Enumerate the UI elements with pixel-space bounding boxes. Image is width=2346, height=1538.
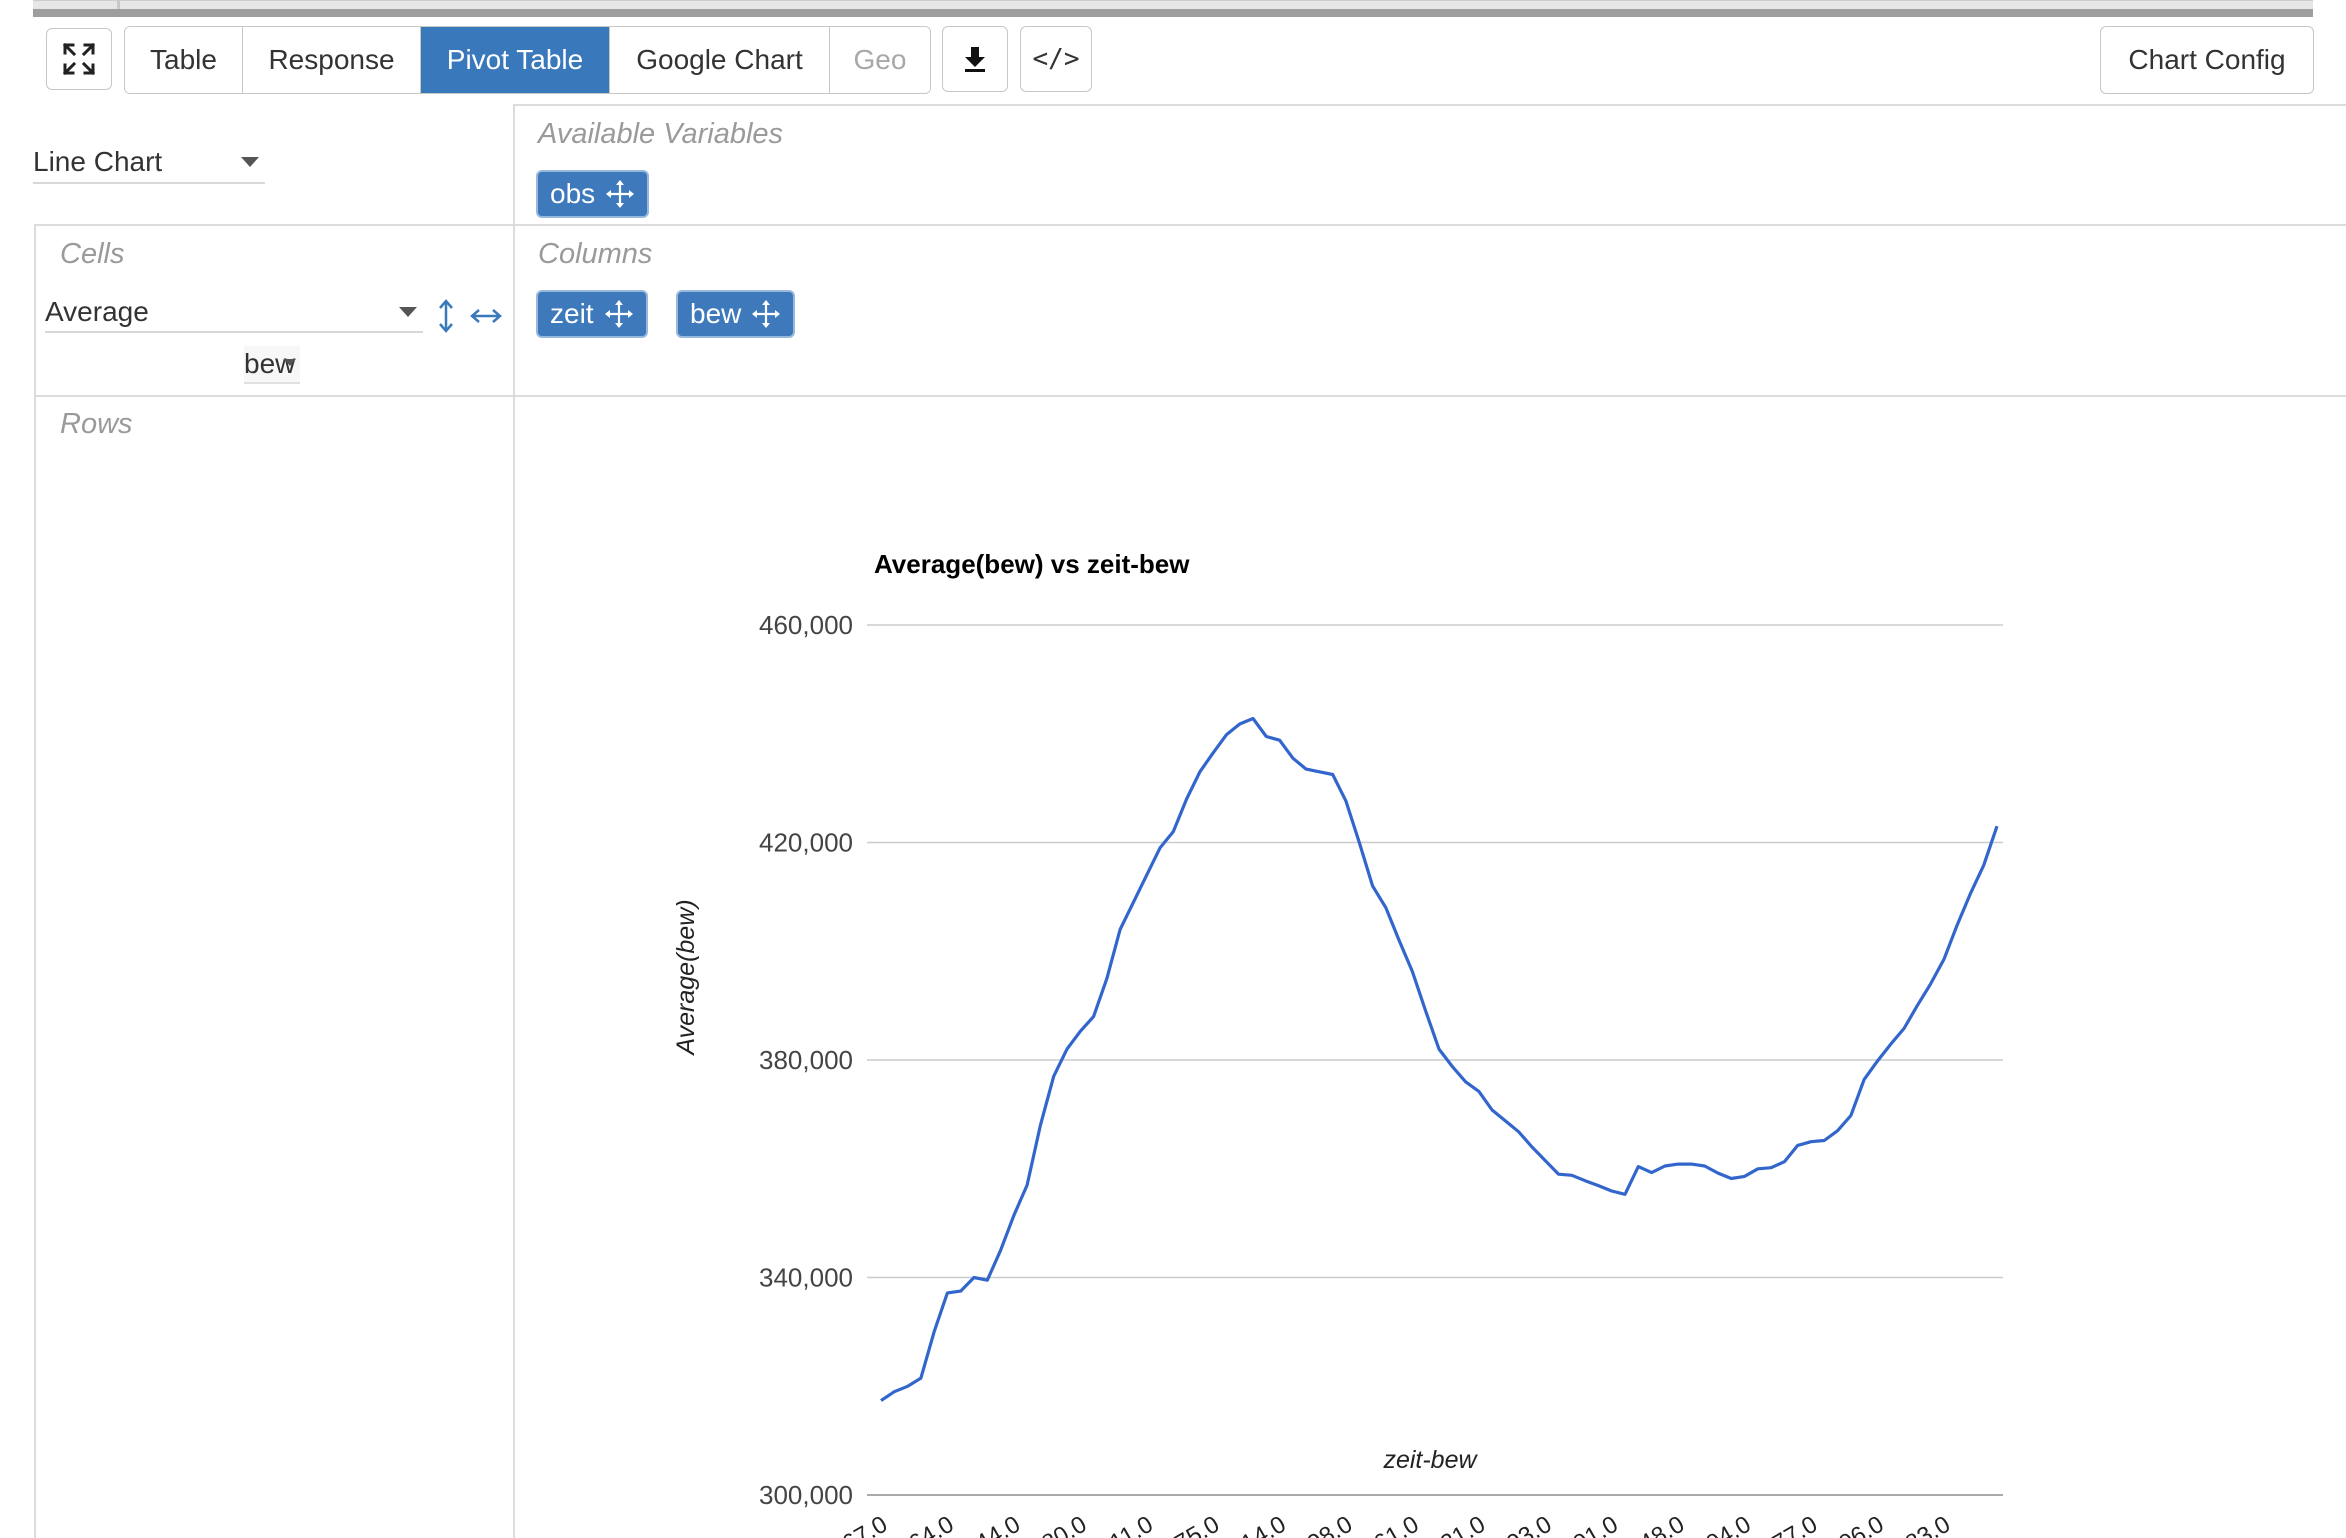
variable-pill-label: obs xyxy=(550,178,596,209)
available-variables-label: Available Variables xyxy=(538,118,784,150)
chevron-down-icon xyxy=(284,359,296,366)
variable-pill-obs[interactable]: obs xyxy=(536,170,650,218)
scrollbar-divider xyxy=(117,1,120,9)
divider-available xyxy=(34,224,2346,226)
y-tick-label: 340,000 xyxy=(759,1263,853,1293)
tab-google-chart[interactable]: Google Chart xyxy=(610,27,830,93)
y-tick-label: 420,000 xyxy=(759,828,853,858)
move-icon xyxy=(606,180,635,208)
fullscreen-button[interactable] xyxy=(46,28,112,90)
divider-left-edge xyxy=(34,224,36,1538)
divider-top xyxy=(514,104,2346,106)
top-scrollbar[interactable] xyxy=(33,0,2313,17)
embed-code-button[interactable]: </> xyxy=(1020,26,1092,92)
move-icon xyxy=(604,300,633,328)
column-pill-bew[interactable]: bew xyxy=(676,290,796,338)
divider-left-panel xyxy=(513,104,515,1538)
sort-columns-icon[interactable] xyxy=(470,306,502,326)
columns-label: Columns xyxy=(538,238,653,270)
y-tick-label: 460,000 xyxy=(759,610,853,640)
chart-config-button[interactable]: Chart Config xyxy=(2100,26,2314,94)
scrollbar-track xyxy=(33,1,2313,9)
download-button[interactable] xyxy=(942,26,1008,92)
chevron-down-icon xyxy=(399,307,417,317)
sort-rows-icon[interactable] xyxy=(436,298,456,334)
y-tick-label: 300,000 xyxy=(759,1480,853,1510)
line-chart: Average(bew) vs zeit-bew Average(bew) 30… xyxy=(672,549,2003,1538)
aggregator-select-value: Average xyxy=(45,296,149,327)
column-pill-label: zeit xyxy=(550,298,594,329)
aggregator-select[interactable]: Average xyxy=(45,293,423,333)
column-pill-zeit[interactable]: zeit xyxy=(536,290,648,338)
divider-columns xyxy=(34,395,2346,397)
rows-label: Rows xyxy=(60,408,133,440)
tab-geo[interactable]: Geo xyxy=(830,27,930,93)
value-field-select[interactable]: bew xyxy=(244,346,300,384)
y-tick-label: 380,000 xyxy=(759,1045,853,1075)
x-tick-label: 1934-12-31-317367.0 xyxy=(679,1511,892,1538)
move-icon xyxy=(752,300,781,328)
column-pill-label: bew xyxy=(690,298,742,329)
tab-pivot-table[interactable]: Pivot Table xyxy=(421,27,610,93)
chart-title: Average(bew) vs zeit-bew xyxy=(874,549,1190,579)
download-icon xyxy=(965,47,985,72)
x-axis-label: zeit-bew xyxy=(1382,1446,1478,1474)
tab-response[interactable]: Response xyxy=(243,27,421,93)
series-line-average-bew xyxy=(880,716,1999,1402)
y-axis-label: Average(bew) xyxy=(672,899,700,1056)
renderer-select[interactable]: Line Chart xyxy=(33,142,265,184)
chevron-down-icon xyxy=(241,157,259,167)
cells-label: Cells xyxy=(60,238,125,270)
expand-icon xyxy=(62,42,96,76)
renderer-select-value: Line Chart xyxy=(33,146,163,177)
tab-table[interactable]: Table xyxy=(125,27,243,93)
view-tabs: Table Response Pivot Table Google Chart … xyxy=(124,26,931,94)
